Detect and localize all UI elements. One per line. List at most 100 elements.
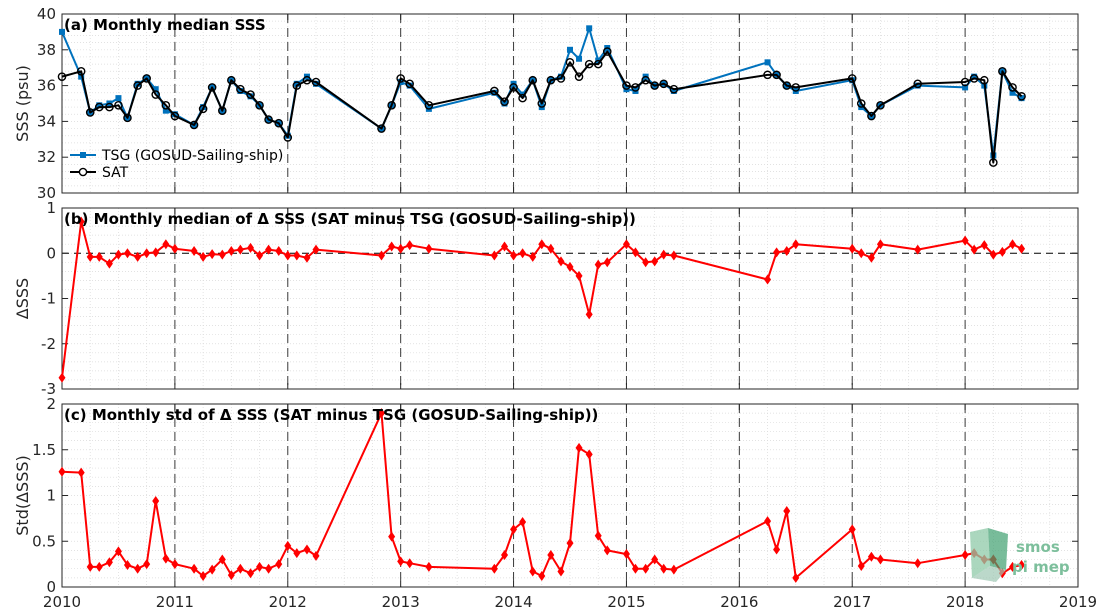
panel-title: (c) Monthly std of Δ SSS (SAT minus TSG … [64,406,598,424]
data-point [546,75,556,85]
data-point [227,75,236,85]
data-point [914,82,921,89]
data-point [207,83,217,92]
data-point [152,495,160,506]
data-point [227,245,235,256]
data-point [998,246,1006,257]
data-point [547,549,555,560]
x-tick-label: 2010 [43,593,81,611]
data-point [406,240,414,251]
data-point [960,77,970,87]
data-point [274,118,284,128]
data-point [388,241,396,252]
data-point [397,243,405,254]
data-point [556,74,566,83]
panel-monthly-median-sss: 30 32 34 36 38 40 SSS (psu) (a) Monthly median … [13,5,1079,202]
data-point [848,243,856,254]
smos-pi-mep-watermark: smos pi mep [970,528,1070,582]
y-tick-label: 0 [46,578,56,596]
data-point [152,86,159,93]
data-point [792,572,800,583]
data-point [631,247,639,258]
data-point [134,80,141,87]
data-point [876,554,884,565]
data-point [1018,95,1025,102]
data-point [669,84,679,94]
data-point [396,74,405,83]
data-point [594,259,602,270]
data-point [970,244,978,255]
data-point [876,239,884,250]
panel-title: (a) Monthly median SSS [64,16,266,34]
y-tick-label: 34 [37,112,56,130]
data-point [594,530,602,541]
data-point [538,571,546,582]
data-point [602,47,612,56]
y-tick-label: -3 [41,380,56,398]
data-point [518,93,527,103]
data-point [857,560,865,571]
data-point [867,252,875,263]
data-point [772,70,781,80]
data-point [255,100,264,110]
data-point [283,133,293,142]
data-point [969,74,979,83]
data-point [162,553,170,564]
y-tick-label: 1.5 [32,441,56,459]
y-tick-label: 40 [37,5,56,23]
data-point [151,90,160,99]
data-point [622,239,630,250]
data-point [247,242,255,253]
data-point [387,100,396,110]
data-point [162,239,170,250]
data-point [247,93,254,100]
x-tick-label: 2016 [720,593,758,611]
data-point [593,59,603,69]
data-point [275,245,283,256]
data-point [170,111,180,121]
data-point [913,79,922,89]
data-point [491,89,498,96]
data-point [293,80,300,87]
data-point [161,100,171,110]
data-point [565,58,575,67]
data-point [971,73,978,80]
data-point [171,243,179,254]
data-point [199,251,207,262]
panel-monthly-median-delta-sss: -3 -2 -1 0 1 ΔSSS (b) Monthly median of Δ SSS … [13,199,1079,398]
data-point [764,516,772,527]
data-point [510,250,518,261]
x-tick-label: 2012 [269,593,307,611]
x-tick-label: 2017 [833,593,871,611]
data-point [847,74,857,83]
y-tick-label: 0.5 [32,532,56,550]
data-point [651,256,659,267]
data-point [575,442,583,453]
data-point [143,248,151,259]
data-point [998,66,1007,76]
data-point [914,558,922,569]
series-line [61,50,1023,164]
y-axis-label: Std(ΔSSS) [13,455,32,535]
data-point [537,99,547,108]
data-point [114,100,123,110]
x-tick-label: 2015 [607,593,645,611]
data-point [247,568,255,579]
data-point [857,248,865,259]
data-point [95,251,103,262]
panel-title: (b) Monthly median of Δ SSS (SAT minus T… [64,210,636,228]
x-tick-label: 2013 [382,593,420,611]
x-tick-label: 2011 [156,593,194,611]
data-point [190,245,198,256]
data-point [961,549,969,560]
data-point [256,250,264,261]
data-point [764,274,772,285]
data-point [218,554,226,565]
axes-box [61,13,1079,194]
y-tick-label: -1 [41,290,56,308]
data-point [650,81,659,90]
data-point [763,70,772,80]
data-point [519,517,527,528]
data-point [388,531,396,542]
